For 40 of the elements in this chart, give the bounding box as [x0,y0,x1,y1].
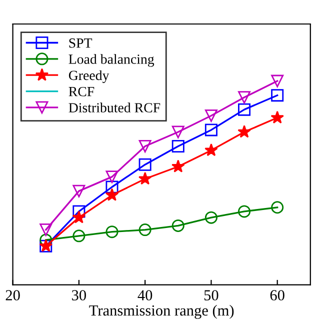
point [72,210,86,224]
point [40,224,52,236]
point [106,226,118,238]
point [238,91,251,104]
point [172,126,184,138]
point [204,143,218,156]
point [238,125,251,138]
point [138,140,152,152]
point [172,140,184,152]
point [72,230,86,242]
point [106,180,118,194]
point [105,188,119,201]
legend-label: Load balancing [68,54,154,67]
point [72,184,86,198]
point [138,224,152,236]
point [271,74,284,88]
legend-label: Greedy [68,70,110,83]
point [138,158,152,171]
x-tick-label: 40 [138,290,152,300]
point [172,219,184,232]
point [270,110,284,124]
point [72,205,86,218]
x-tick-label: 60 [270,290,284,300]
legend-label: RCF [68,86,94,96]
point [171,160,185,172]
point [238,103,251,116]
point [138,172,152,185]
x-tick-label: 20 [6,290,20,300]
point [204,211,218,224]
x-axis-title: Transmission range (m) [89,304,234,319]
point [204,109,218,122]
point [238,205,251,218]
x-tick-label: 30 [72,290,86,300]
legend-label: SPT [69,38,92,48]
x-tick-label: 50 [204,290,218,300]
legend-label: Distributed RCF [68,102,160,112]
point [271,201,284,214]
point [271,89,284,102]
point [204,124,218,136]
point [106,170,118,184]
